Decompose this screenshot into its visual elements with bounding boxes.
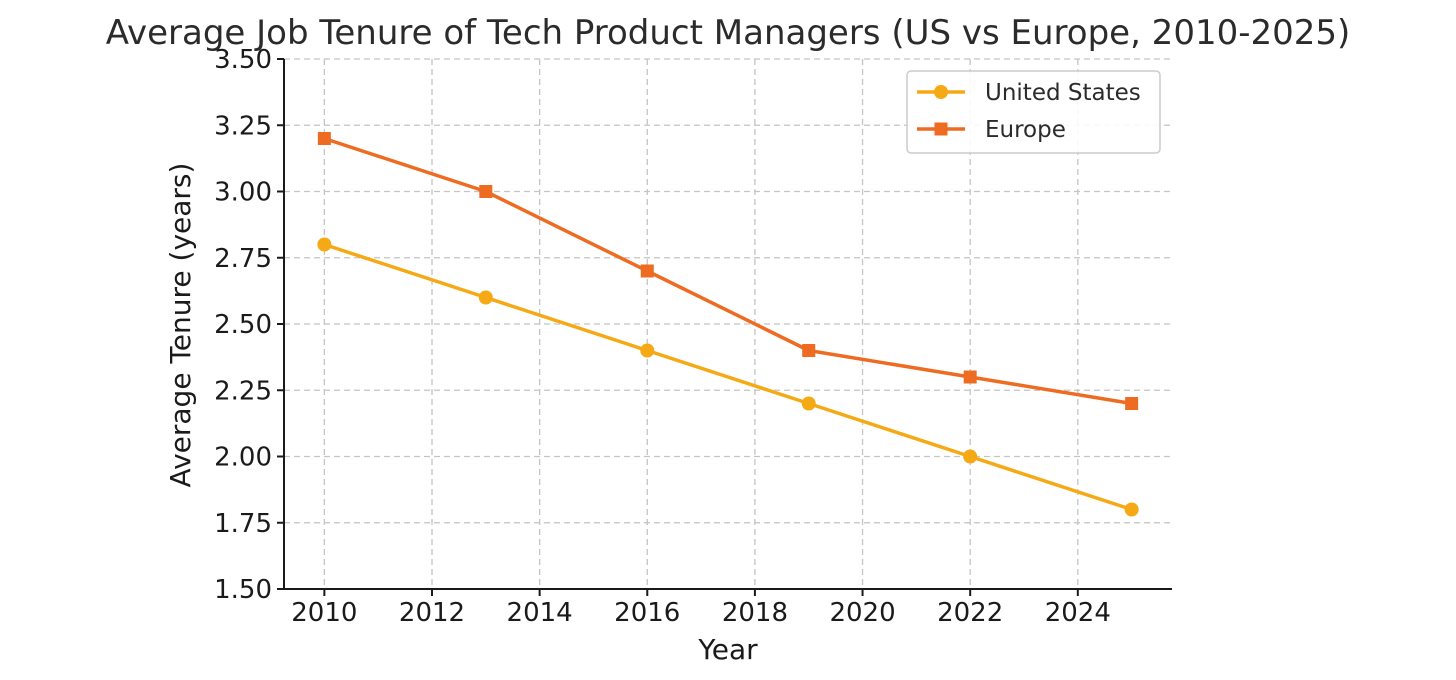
data-point-square: [963, 370, 977, 384]
x-tick-label: 2012: [399, 598, 465, 628]
data-point-square: [317, 132, 331, 145]
x-axis-label: Year: [697, 633, 758, 666]
series: [317, 132, 1139, 517]
y-tick-label: 1.50: [214, 575, 272, 605]
series-united-states: [317, 237, 1139, 517]
data-point-circle: [478, 290, 493, 305]
series-europe: [317, 132, 1139, 410]
y-tick-label: 2.00: [214, 443, 272, 473]
x-tick-label: 2020: [829, 598, 895, 628]
data-point-square: [1125, 397, 1139, 410]
series-line: [323, 242, 1133, 512]
legend-marker-square: [934, 122, 948, 136]
data-point-square: [479, 185, 493, 198]
legend-label: Europe: [985, 117, 1066, 143]
x-tick-label: 2014: [507, 598, 573, 628]
y-axis-label: Average Tenure (years): [164, 163, 197, 488]
y-tick-label: 3.50: [214, 45, 272, 75]
y-tick-label: 1.75: [214, 509, 272, 539]
x-tick-label: 2018: [722, 598, 788, 628]
legend-entry: Europe: [917, 117, 1066, 143]
legend-label: United States: [985, 80, 1141, 106]
data-point-circle: [963, 449, 978, 464]
y-tick-label: 3.00: [214, 178, 272, 208]
data-point-square: [640, 264, 654, 278]
chart-title: Average Job Tenure of Tech Product Manag…: [106, 13, 1351, 53]
axes: [277, 58, 1172, 596]
data-point-circle: [317, 237, 332, 252]
series-line: [323, 136, 1132, 406]
x-tick-label: 2024: [1045, 598, 1111, 628]
y-tick-label: 2.25: [214, 376, 272, 406]
legend-box: [906, 70, 1161, 154]
legend-entry: United States: [917, 80, 1141, 106]
x-tick-label: 2016: [614, 598, 680, 628]
data-point-circle: [640, 343, 655, 358]
tick-labels: 2010 2012 2014 2016 2018 2020 2022 2024 1.50 1.75…: [214, 45, 1111, 628]
x-tick-label: 2010: [291, 598, 357, 628]
x-tick-label: 2022: [937, 598, 1003, 628]
y-tick-label: 2.50: [214, 310, 272, 340]
data-point-square: [802, 344, 816, 357]
data-point-circle: [801, 396, 816, 411]
legend: United States Europe: [906, 70, 1161, 154]
y-tick-label: 2.75: [214, 244, 272, 274]
data-point-circle: [1124, 502, 1139, 517]
y-tick-label: 3.25: [214, 111, 272, 141]
legend-marker-circle: [934, 85, 948, 99]
